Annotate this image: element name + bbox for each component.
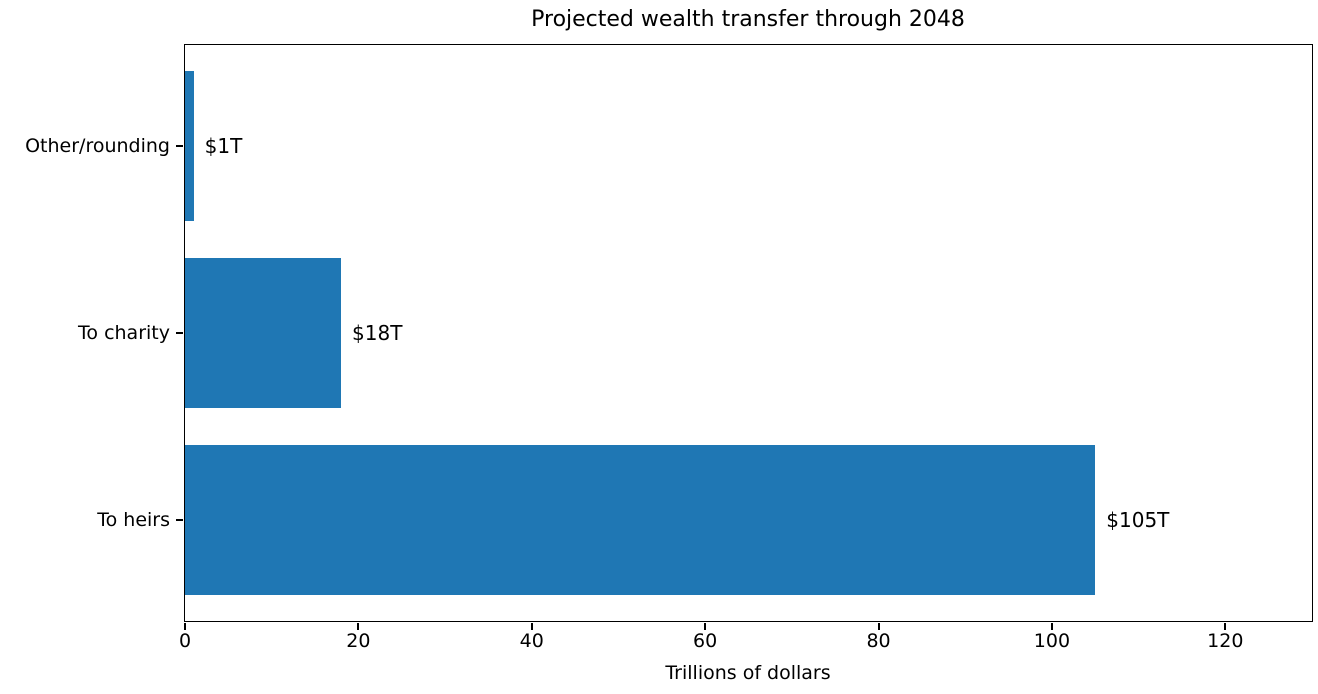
x-tick-label: 40 (519, 630, 544, 652)
value-label: $1T (204, 133, 243, 158)
bar-other-rounding (185, 71, 194, 221)
x-tick-mark (877, 623, 880, 630)
x-tick-label: 120 (1207, 630, 1244, 652)
x-tick-mark (704, 623, 707, 630)
x-tick-label: 80 (866, 630, 891, 652)
y-tick-mark (176, 332, 183, 334)
plot-area: Other/rounding $1T To charity $18T To heirs $… (25, 44, 1313, 652)
chart-title: Projected wealth transfer through 2048 (531, 7, 965, 32)
y-tick-label: To heirs (97, 509, 170, 531)
x-tick-label: 100 (1033, 630, 1071, 652)
x-axis-label: Trillions of dollars (665, 662, 831, 684)
value-label: $105T (1106, 508, 1170, 532)
bar-to-heirs (185, 445, 1096, 595)
y-tick-mark (176, 519, 183, 521)
value-label: $18T (352, 321, 403, 345)
x-tick-mark (357, 623, 360, 630)
x-tick-mark (184, 623, 186, 630)
x-tick-mark (1224, 623, 1227, 630)
x-tick-label: 60 (693, 630, 718, 652)
bar-to-charity (185, 258, 342, 408)
y-tick-label: To charity (78, 322, 170, 344)
x-tick-mark (1050, 623, 1053, 630)
x-tick-mark (530, 623, 533, 630)
y-tick-mark (176, 144, 183, 147)
x-tick-label: 0 (178, 630, 192, 652)
x-tick-label: 20 (346, 630, 371, 652)
y-tick-label: Other/rounding (25, 134, 170, 157)
